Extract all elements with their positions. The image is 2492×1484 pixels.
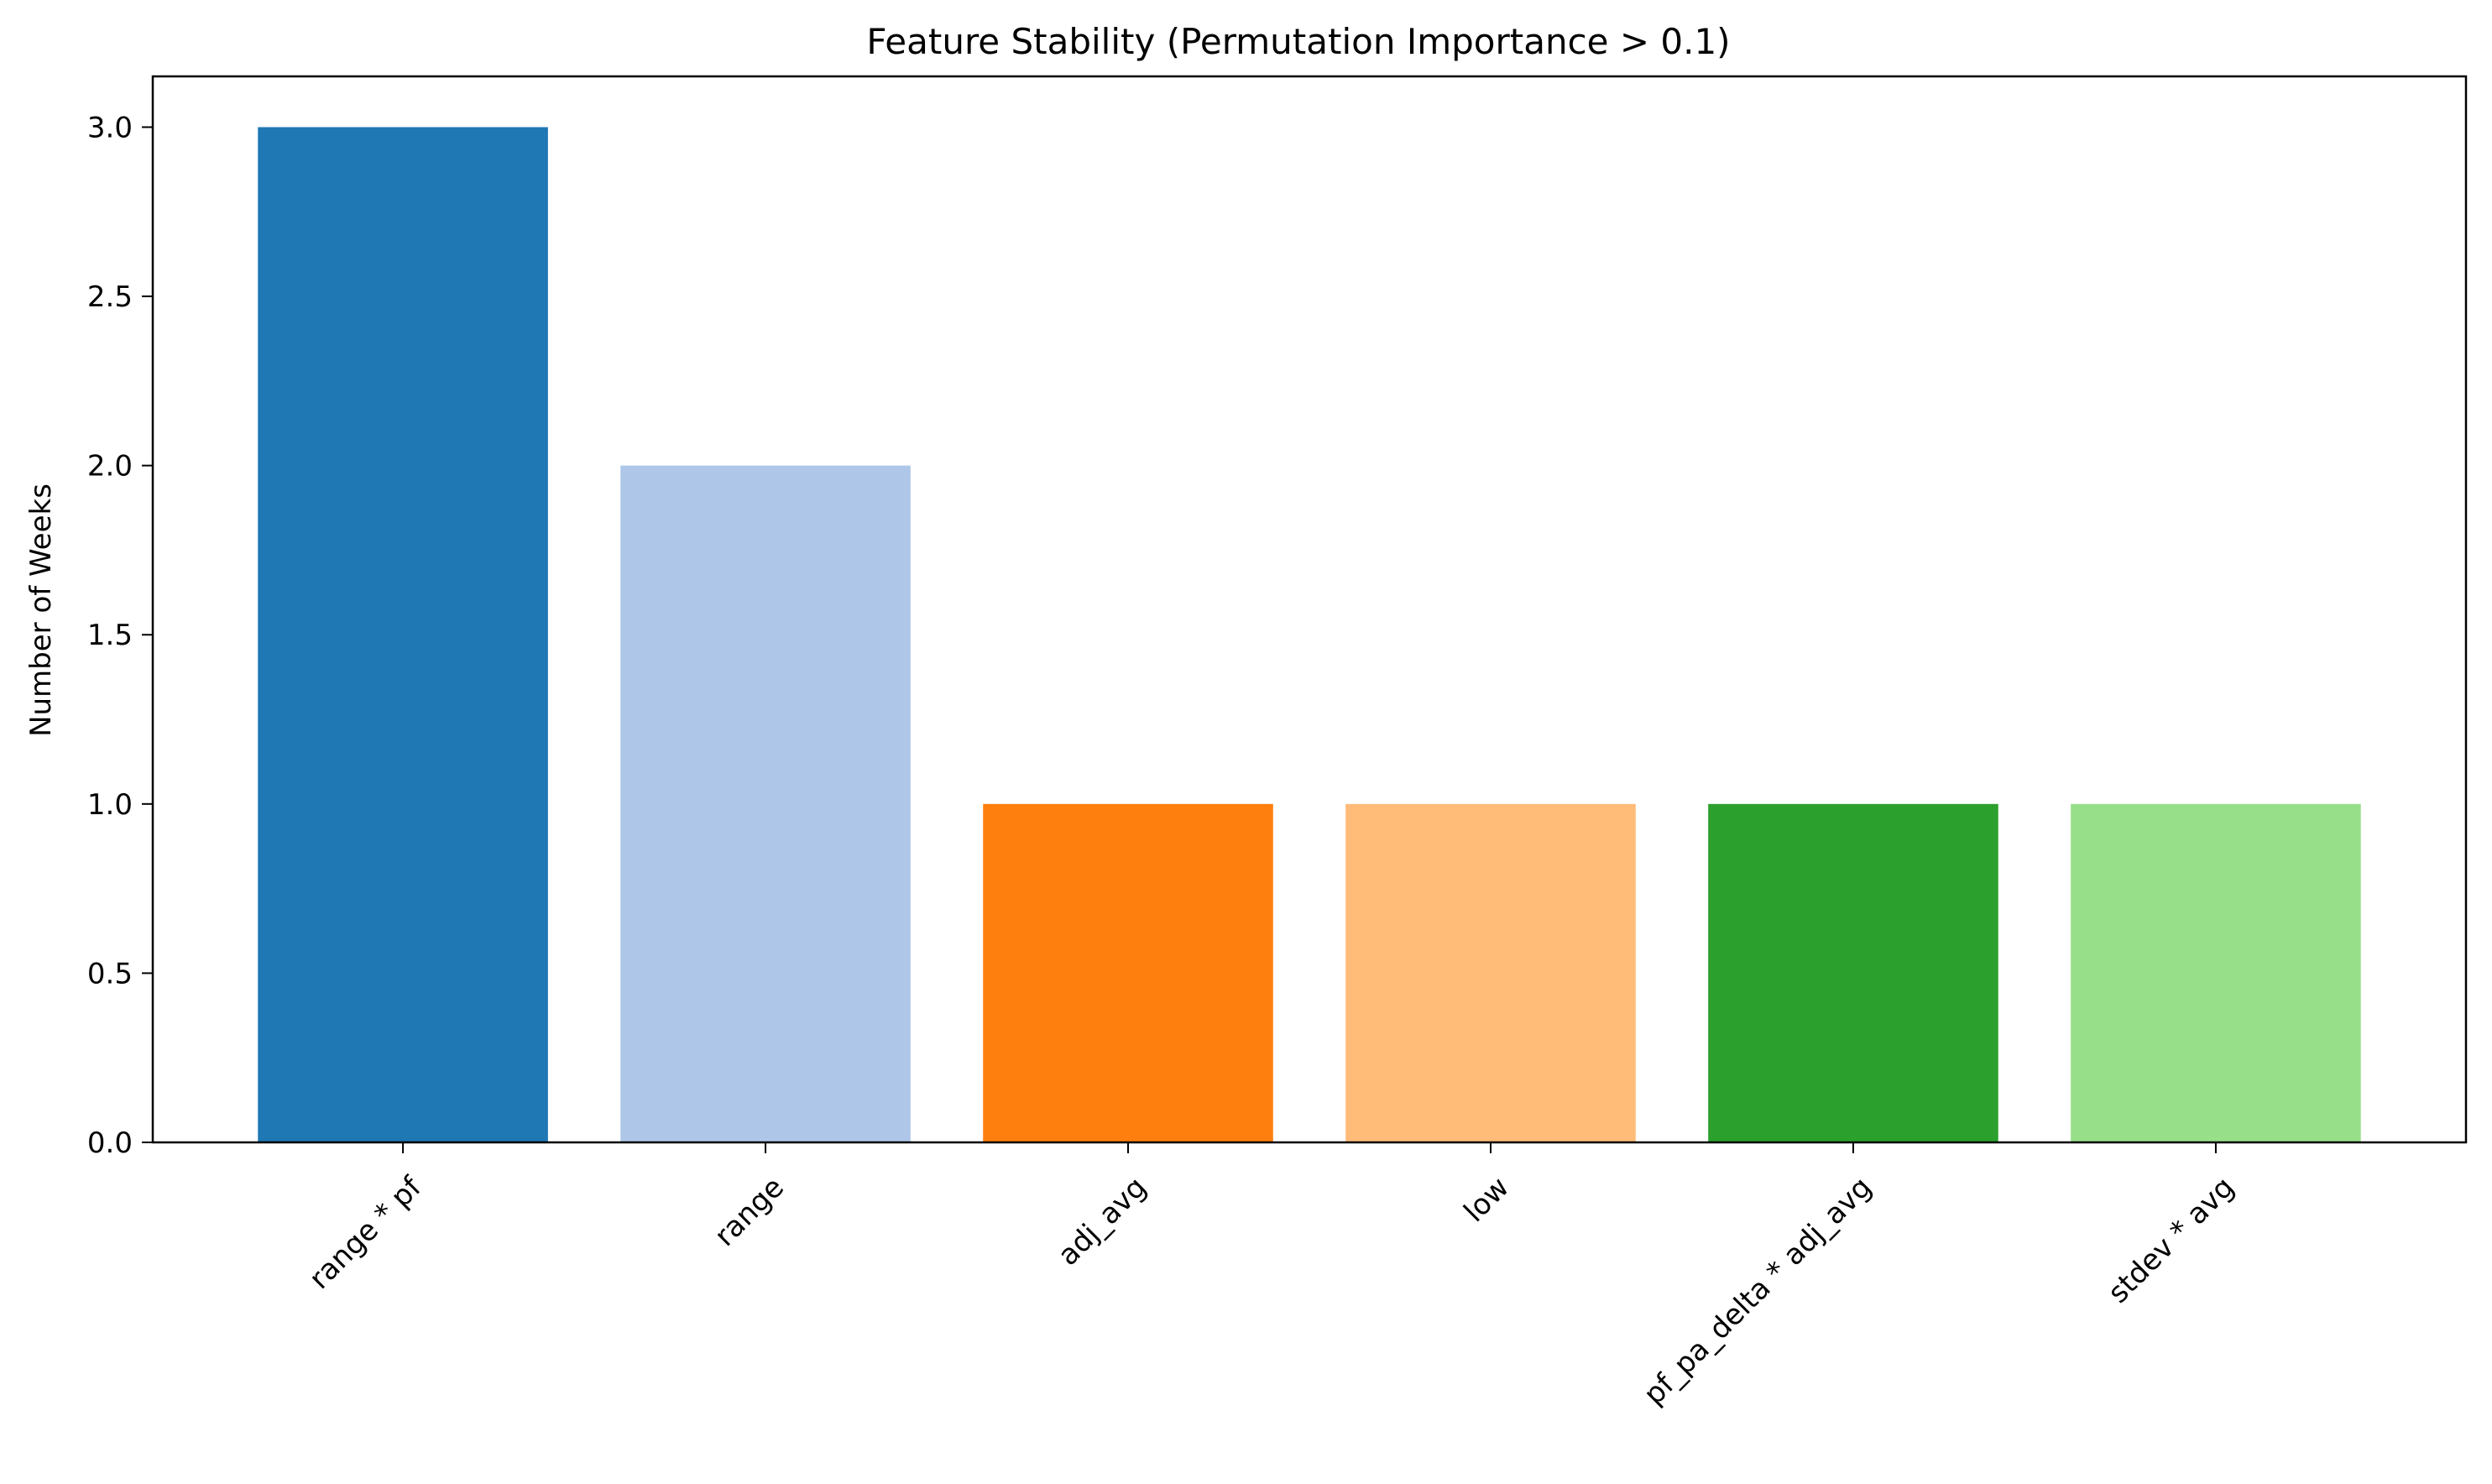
y-axis-label: Number of Weeks — [24, 483, 58, 737]
x-tick-label: low — [1458, 1171, 1516, 1229]
bar-adj-avg — [983, 803, 1273, 1142]
bar-range-pf — [258, 127, 548, 1142]
x-tick-label: adj_avg — [1052, 1171, 1153, 1272]
x-tick-label: range — [708, 1171, 791, 1253]
x-axis-ticks: range * pf range adj_avg low pf_pa_delta * a… — [303, 1142, 2241, 1412]
chart-title: Feature Stability (Permutation Importanc… — [866, 21, 1730, 62]
bar-pf-pa-delta-adj-avg — [1708, 803, 1998, 1142]
bar-range — [620, 465, 911, 1142]
y-tick-label: 1.0 — [87, 788, 133, 822]
bar-low — [1345, 803, 1636, 1142]
y-axis-ticks: 0.0 0.5 1.0 1.5 2.0 2.5 3.0 — [87, 111, 153, 1160]
y-tick-label: 0.0 — [87, 1126, 133, 1160]
x-tick-label: range * pf — [303, 1170, 429, 1296]
bar-stdev-avg — [2071, 803, 2361, 1142]
y-tick-label: 2.0 — [87, 450, 133, 483]
y-tick-label: 2.5 — [87, 280, 133, 314]
x-tick-label: pf_pa_delta * adj_avg — [1638, 1171, 1878, 1412]
plot-frame — [151, 75, 2468, 1144]
y-tick-label: 1.5 — [87, 619, 133, 652]
y-tick-label: 3.0 — [87, 111, 133, 144]
bars-group — [258, 127, 2361, 1142]
y-tick-label: 0.5 — [87, 957, 133, 990]
x-tick-label: stdev * avg — [2102, 1171, 2241, 1310]
